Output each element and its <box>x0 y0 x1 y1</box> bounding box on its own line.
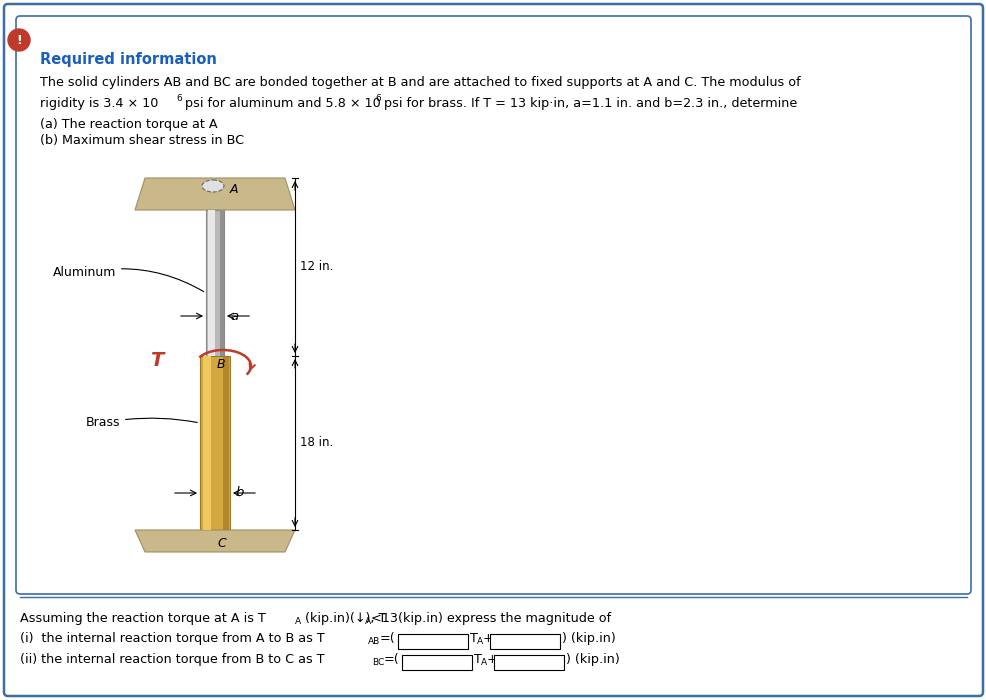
Text: +: + <box>486 653 497 666</box>
Text: The solid cylinders AB and BC are bonded together at B and are attached to fixed: The solid cylinders AB and BC are bonded… <box>40 76 800 89</box>
Text: Aluminum: Aluminum <box>52 267 203 292</box>
Polygon shape <box>135 530 295 552</box>
Bar <box>494 655 563 670</box>
Text: A: A <box>476 637 482 646</box>
Text: ) (kip.in): ) (kip.in) <box>561 632 615 645</box>
Bar <box>397 634 467 649</box>
Text: <13(kip.in) express the magnitude of: <13(kip.in) express the magnitude of <box>371 612 610 625</box>
Bar <box>223 356 229 530</box>
Text: rigidity is 3.4 × 10: rigidity is 3.4 × 10 <box>40 97 158 110</box>
Text: (ii) the internal reaction torque from B to C as T: (ii) the internal reaction torque from B… <box>20 653 324 666</box>
Text: C: C <box>217 537 226 550</box>
Text: +: + <box>482 632 493 645</box>
Text: !: ! <box>16 34 22 46</box>
FancyBboxPatch shape <box>16 16 970 594</box>
Text: 12 in.: 12 in. <box>300 260 333 274</box>
Bar <box>401 655 471 670</box>
FancyBboxPatch shape <box>4 4 982 696</box>
Bar <box>208 210 215 356</box>
Text: a: a <box>230 309 238 323</box>
Text: 6: 6 <box>375 94 381 103</box>
Text: A: A <box>230 183 239 196</box>
Text: T: T <box>473 653 481 666</box>
Bar <box>489 634 559 649</box>
Text: A: A <box>295 617 301 626</box>
Text: Assuming the reaction torque at A is T: Assuming the reaction torque at A is T <box>20 612 265 625</box>
Text: =(: =( <box>380 632 395 645</box>
Ellipse shape <box>202 180 224 192</box>
Text: A: A <box>365 617 371 626</box>
Bar <box>220 210 224 356</box>
Text: Required information: Required information <box>40 52 217 67</box>
Text: psi for aluminum and 5.8 × 10: psi for aluminum and 5.8 × 10 <box>180 97 381 110</box>
Text: A: A <box>480 658 487 667</box>
Bar <box>206 210 224 356</box>
Text: (kip.in)(↓), T: (kip.in)(↓), T <box>301 612 386 625</box>
Text: (a) The reaction torque at A: (a) The reaction torque at A <box>40 118 217 131</box>
Text: Brass: Brass <box>86 416 197 430</box>
Circle shape <box>8 29 30 51</box>
Text: 6: 6 <box>176 94 181 103</box>
Bar <box>200 356 230 530</box>
Text: T: T <box>469 632 477 645</box>
Text: b: b <box>236 486 245 500</box>
Text: AB: AB <box>368 637 380 646</box>
Text: =(: =( <box>384 653 399 666</box>
Text: B: B <box>217 358 226 371</box>
Text: ) (kip.in): ) (kip.in) <box>565 653 619 666</box>
Text: 18 in.: 18 in. <box>300 437 333 449</box>
Text: psi for brass. If T = 13 kip·in, a=1.1 in. and b=2.3 in., determine: psi for brass. If T = 13 kip·in, a=1.1 i… <box>380 97 797 110</box>
Polygon shape <box>135 178 295 210</box>
Text: T: T <box>150 351 163 370</box>
Text: (i)  the internal reaction torque from A to B as T: (i) the internal reaction torque from A … <box>20 632 324 645</box>
Text: BC: BC <box>372 658 384 667</box>
Bar <box>203 356 211 530</box>
Text: (b) Maximum shear stress in BC: (b) Maximum shear stress in BC <box>40 134 244 147</box>
